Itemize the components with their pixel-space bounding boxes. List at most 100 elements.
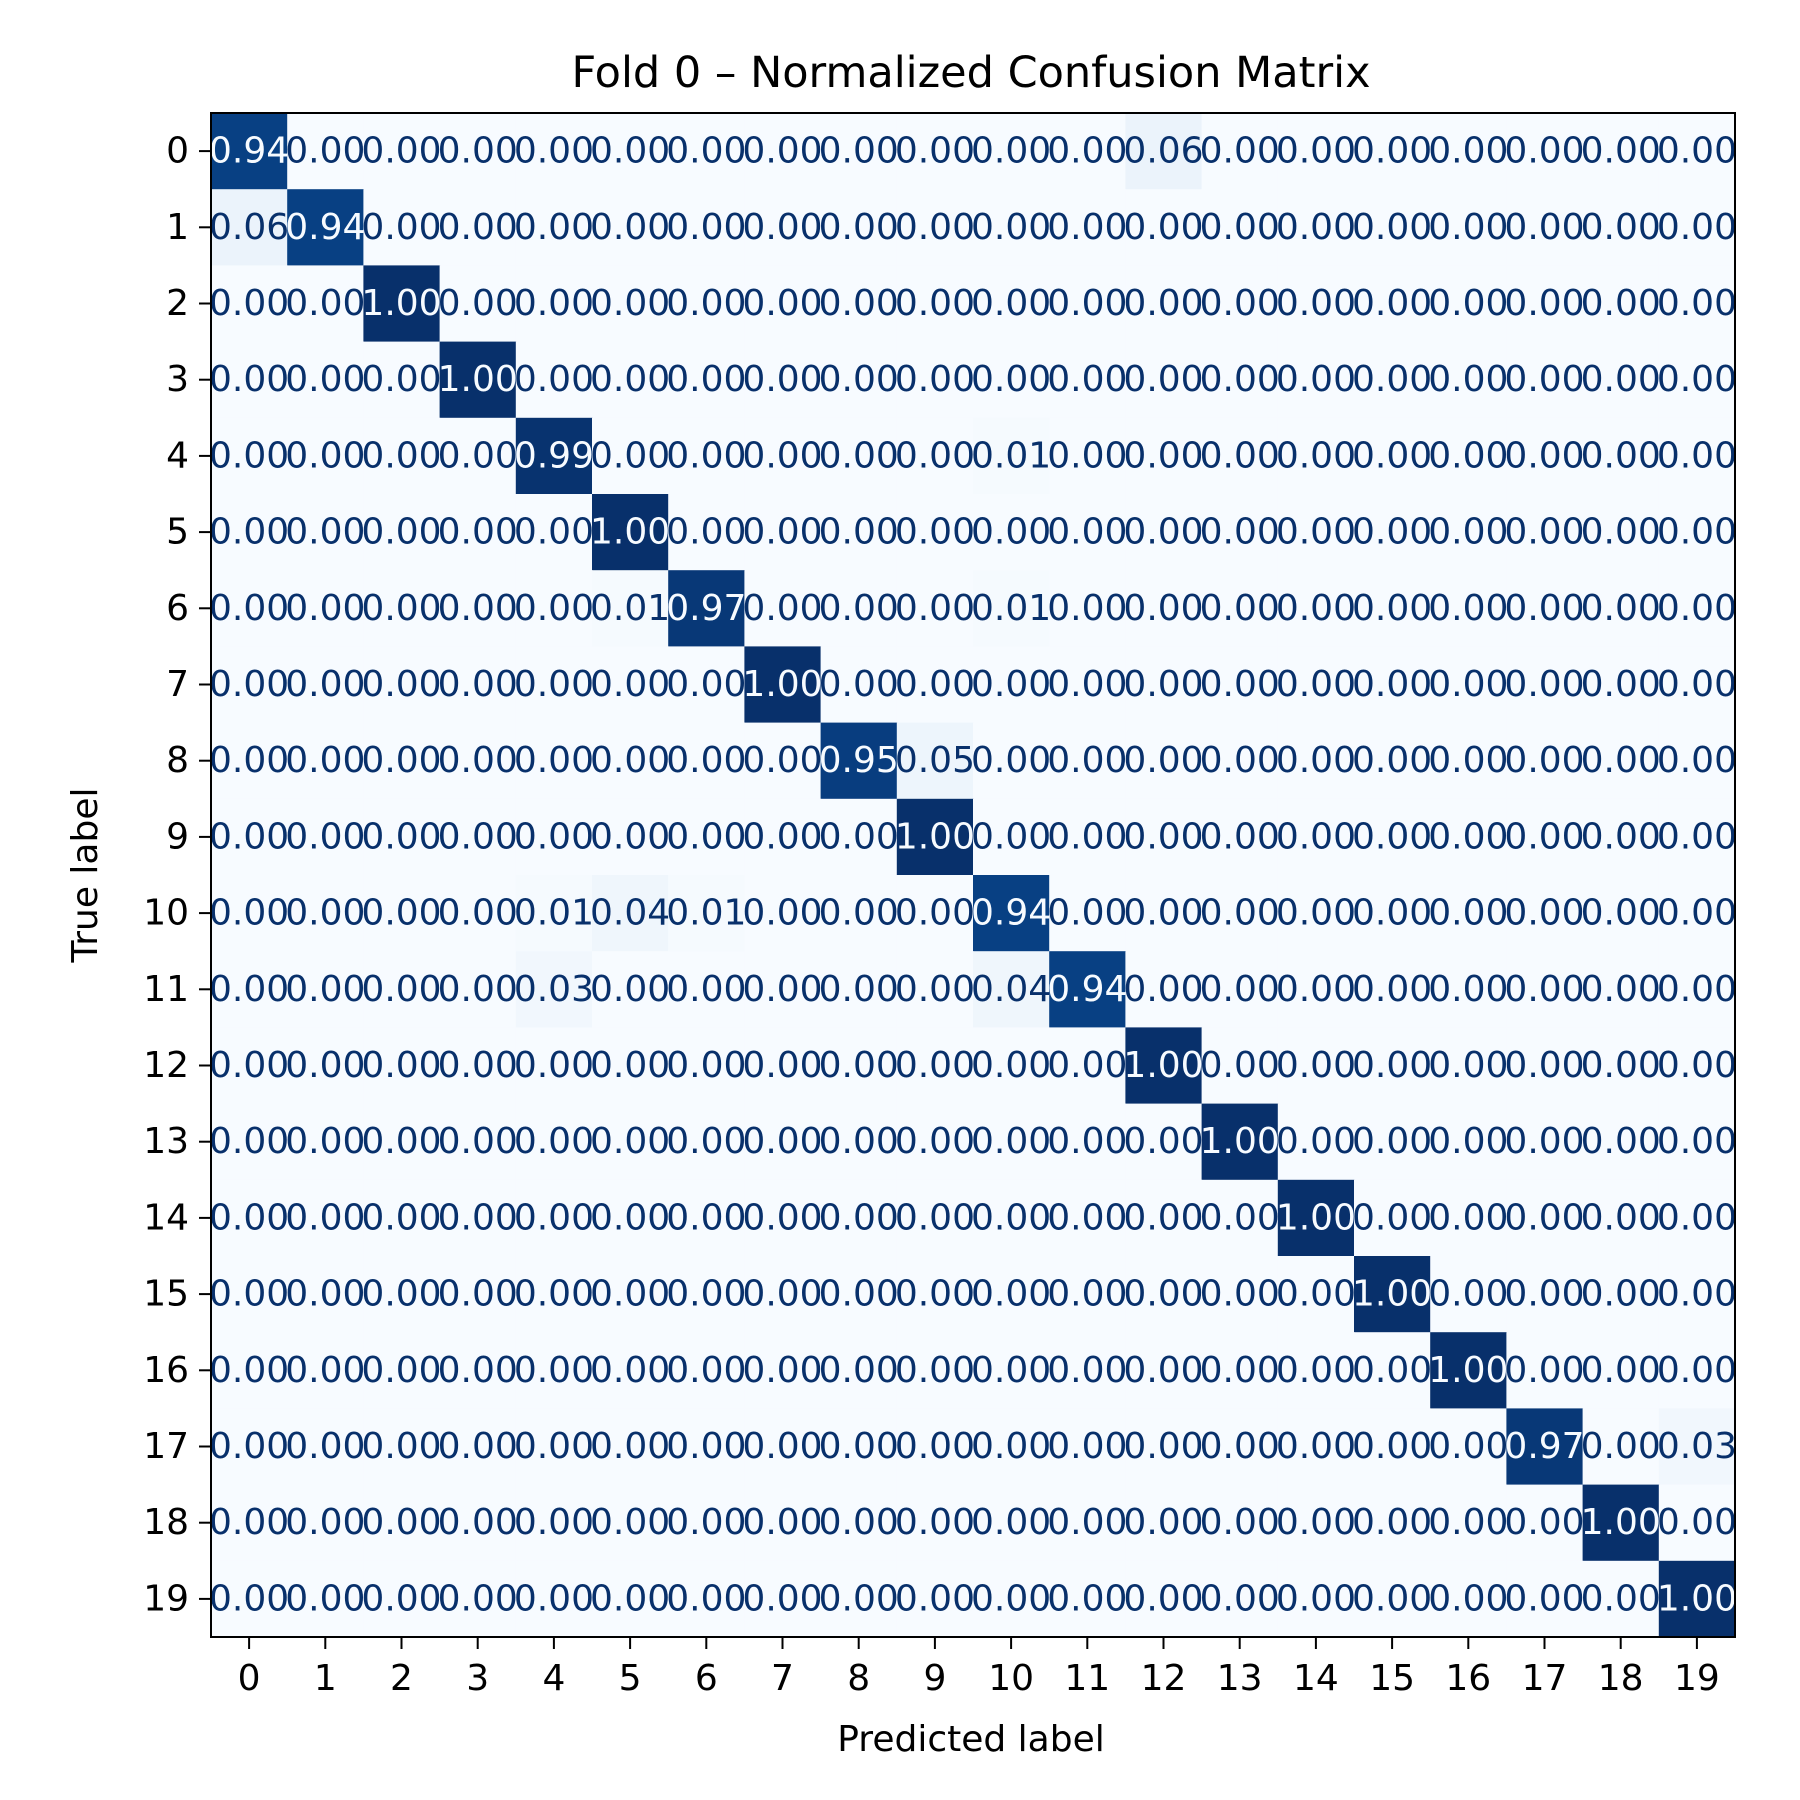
heatmap-cell — [820, 1103, 898, 1181]
heatmap-cell — [668, 1484, 745, 1562]
heatmap-cell — [1582, 494, 1660, 571]
heatmap-cell-value: 0.00 — [285, 1350, 365, 1391]
heatmap-cell-value: 0.00 — [819, 1121, 899, 1162]
heatmap-cell — [211, 113, 288, 190]
heatmap-cell — [363, 1027, 441, 1105]
heatmap-cell — [1201, 494, 1279, 571]
heatmap-cell-value: 0.00 — [514, 1426, 594, 1467]
heatmap-cell — [287, 570, 364, 647]
heatmap-cell — [1354, 494, 1431, 571]
heatmap-cell-value: 0.00 — [285, 283, 365, 324]
heatmap-cell — [515, 875, 593, 952]
heatmap-cell-value: 0.00 — [361, 816, 441, 857]
heatmap-cell-value: 0.00 — [1200, 1274, 1280, 1315]
heatmap-cell — [668, 265, 745, 343]
heatmap-cell — [820, 875, 898, 952]
heatmap-cell-value: 0.00 — [514, 359, 594, 400]
heatmap-cell-value: 0.00 — [1504, 1502, 1584, 1543]
heatmap-cell — [1582, 1027, 1660, 1105]
heatmap-cell-value: 0.00 — [895, 664, 975, 705]
heatmap-cell-value: 0.00 — [1276, 740, 1356, 781]
heatmap-cell — [1277, 494, 1355, 571]
heatmap-cell — [1277, 1560, 1355, 1638]
heatmap-cell-value: 0.00 — [209, 816, 289, 857]
heatmap-cell-value: 0.00 — [1200, 359, 1280, 400]
x-tick-label: 13 — [1217, 1658, 1263, 1699]
heatmap-cell-value: 0.00 — [285, 969, 365, 1010]
heatmap-cell — [1201, 113, 1279, 190]
heatmap-cell — [1506, 494, 1584, 571]
heatmap-cell-value: 0.00 — [819, 512, 899, 553]
heatmap-cell — [363, 1179, 441, 1257]
heatmap-cell-value: 0.01 — [666, 893, 746, 934]
heatmap-cell-value: 0.00 — [1352, 1502, 1432, 1543]
heatmap-cell — [287, 1256, 364, 1333]
heatmap-cell — [515, 798, 593, 876]
heatmap-cell — [896, 494, 974, 571]
heatmap-cell — [211, 417, 288, 495]
heatmap-cell-value: 0.00 — [742, 1426, 822, 1467]
heatmap-cell — [820, 113, 898, 190]
heatmap-cell — [211, 722, 288, 800]
heatmap-cell — [1582, 1560, 1660, 1638]
heatmap-cell-value: 0.00 — [209, 435, 289, 476]
heatmap-cell — [896, 1027, 974, 1105]
heatmap-cell — [439, 1408, 517, 1486]
heatmap-cell-value: 0.00 — [361, 435, 441, 476]
heatmap-cell — [896, 341, 974, 419]
heatmap-cell — [1125, 798, 1203, 876]
heatmap-cell-value: 0.00 — [1657, 435, 1737, 476]
heatmap-cell-value: 0.00 — [1504, 131, 1584, 172]
heatmap-cell-value: 0.00 — [971, 512, 1051, 553]
heatmap-cell-value: 0.00 — [819, 283, 899, 324]
heatmap-cell-value: 0.00 — [514, 512, 594, 553]
heatmap-cell-value: 0.00 — [438, 740, 518, 781]
heatmap-cell-value: 0.00 — [742, 359, 822, 400]
heatmap-cell — [515, 1332, 593, 1409]
heatmap-cell-value: 0.00 — [1123, 283, 1203, 324]
heatmap-cell-value: 0.00 — [438, 893, 518, 934]
heatmap-cell-value: 0.00 — [285, 1578, 365, 1619]
heatmap-cell — [973, 798, 1050, 876]
heatmap-cell — [1125, 1408, 1203, 1486]
heatmap-cell — [744, 1027, 822, 1105]
heatmap-cell — [1582, 1484, 1660, 1562]
heatmap-cell — [668, 494, 745, 571]
heatmap-cell — [1354, 951, 1431, 1028]
heatmap-cell-value: 0.00 — [1657, 740, 1737, 781]
heatmap-cell — [896, 875, 974, 952]
heatmap-cell — [439, 1332, 517, 1409]
y-tick-label: 7 — [166, 664, 189, 705]
heatmap-cell — [1430, 875, 1507, 952]
heatmap-cell — [1430, 1103, 1507, 1181]
heatmap-cell-value: 0.00 — [590, 1426, 670, 1467]
heatmap-cell — [1277, 1027, 1355, 1105]
heatmap-cell-value: 0.00 — [1200, 1350, 1280, 1391]
heatmap-cell — [515, 1256, 593, 1333]
heatmap-cell-value: 0.00 — [1047, 359, 1127, 400]
heatmap-cell — [1049, 722, 1126, 800]
chart-title: Fold 0 – Normalized Confusion Matrix — [571, 48, 1370, 98]
heatmap-cell — [1125, 417, 1203, 495]
heatmap-cell — [439, 265, 517, 343]
heatmap-cell-value: 0.00 — [285, 359, 365, 400]
heatmap-cell-value: 0.00 — [1276, 283, 1356, 324]
heatmap-cell — [592, 1027, 669, 1105]
heatmap-cell — [744, 113, 822, 190]
heatmap-cell — [1201, 265, 1279, 343]
heatmap-cell-value: 0.00 — [285, 1274, 365, 1315]
heatmap-cell-value: 0.00 — [1428, 435, 1508, 476]
heatmap-cell — [1049, 1332, 1126, 1409]
heatmap-cell-value: 0.00 — [666, 207, 746, 248]
heatmap-cell — [1658, 722, 1736, 800]
heatmap-cell-value: 0.00 — [1657, 816, 1737, 857]
heatmap-cell-value: 0.00 — [971, 131, 1051, 172]
heatmap-cell-value: 0.00 — [590, 1578, 670, 1619]
heatmap-cell-value: 1.00 — [1657, 1578, 1737, 1619]
heatmap-cell-value: 0.00 — [1581, 283, 1661, 324]
heatmap-cell-value: 0.00 — [1352, 283, 1432, 324]
heatmap-cell-value: 0.00 — [742, 1578, 822, 1619]
heatmap-cell — [668, 646, 745, 724]
heatmap-cell — [1506, 1103, 1584, 1181]
heatmap-cell-value: 0.00 — [1123, 893, 1203, 934]
